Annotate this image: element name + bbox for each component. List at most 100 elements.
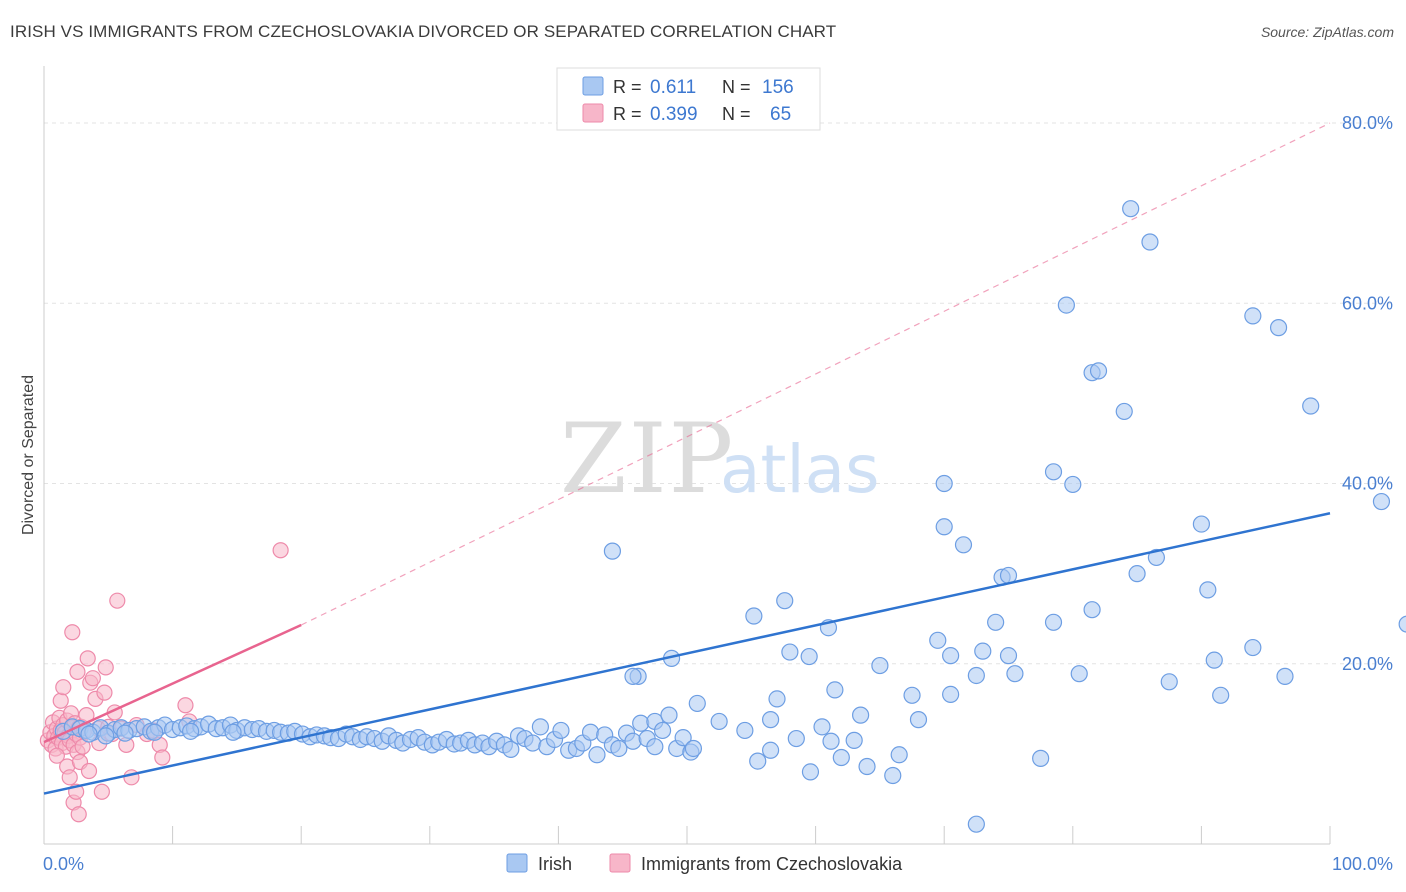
- irish-point: [581, 723, 600, 741]
- irish-point: [1269, 319, 1288, 337]
- irish-point: [97, 727, 115, 745]
- x-tick-label: 0.0%: [43, 854, 84, 874]
- czech-bottom-swatch: [609, 853, 631, 873]
- irish-point: [800, 647, 818, 666]
- trend-lines: [43, 122, 1331, 795]
- irish-point: [524, 734, 542, 752]
- czech-n-label: N =: [722, 104, 751, 124]
- czech-point: [64, 624, 81, 641]
- irish-point: [761, 741, 780, 759]
- irish-point: [182, 722, 200, 740]
- irish-legend-swatch: [582, 76, 604, 96]
- bottom-legend: Irish Immigrants from Czechoslovakia: [506, 853, 903, 874]
- czech-point: [69, 663, 86, 680]
- irish-point: [942, 647, 960, 665]
- czech-series-points: [39, 542, 289, 823]
- irish-point: [588, 746, 606, 764]
- chart-title: IRISH VS IMMIGRANTS FROM CZECHOSLOVAKIA …: [10, 22, 837, 41]
- irish-point: [1032, 749, 1050, 767]
- irish-point: [1212, 686, 1230, 704]
- irish-point: [552, 721, 570, 740]
- irish-point: [1302, 397, 1320, 415]
- irish-point: [1372, 492, 1391, 511]
- irish-r-label: R =: [613, 77, 642, 97]
- czech-point: [93, 783, 110, 800]
- czech-r-label: R =: [613, 104, 642, 124]
- irish-point: [852, 706, 870, 724]
- y-axis-label: Divorced or Separated: [20, 375, 37, 535]
- y-tick-labels: 20.0% 40.0% 60.0% 80.0%: [1342, 113, 1393, 674]
- irish-point: [688, 694, 706, 713]
- czech-trend-line: [43, 623, 302, 744]
- czech-r-value: 0.399: [650, 104, 698, 125]
- irish-point: [1122, 200, 1140, 218]
- irish-point: [974, 642, 992, 660]
- irish-point: [884, 766, 902, 785]
- y-tick-label: 80.0%: [1342, 113, 1393, 133]
- irish-point: [80, 725, 98, 743]
- irish-point: [674, 729, 692, 747]
- irish-bottom-label: Irish: [538, 854, 572, 874]
- irish-point: [999, 647, 1018, 665]
- irish-series-points: [54, 200, 1406, 833]
- irish-point: [1057, 296, 1075, 314]
- irish-point: [624, 732, 642, 750]
- axes: [43, 66, 1331, 845]
- irish-point: [710, 712, 728, 731]
- irish-point: [826, 681, 844, 699]
- irish-point: [845, 731, 863, 749]
- czech-n-value: 65: [770, 104, 791, 125]
- irish-point: [781, 643, 799, 661]
- irish-point: [660, 706, 678, 724]
- irish-point: [603, 542, 622, 560]
- irish-point: [1199, 581, 1217, 599]
- czech-point: [109, 592, 126, 609]
- irish-point: [1089, 362, 1108, 380]
- irish-point: [801, 763, 820, 781]
- czech-legend-swatch: [582, 103, 604, 123]
- irish-bottom-swatch: [506, 853, 528, 873]
- irish-point: [1044, 613, 1063, 631]
- irish-point: [987, 613, 1005, 631]
- czech-point: [154, 749, 171, 766]
- source-credit: Source: ZipAtlas.com: [1260, 24, 1394, 40]
- irish-point: [1044, 463, 1063, 481]
- irish-point: [684, 739, 703, 758]
- irish-point: [646, 738, 664, 756]
- irish-point: [1160, 673, 1178, 691]
- irish-point: [1070, 665, 1088, 683]
- czech-point: [61, 769, 78, 786]
- irish-point: [890, 746, 908, 764]
- irish-point: [935, 474, 953, 493]
- irish-point: [1244, 307, 1262, 325]
- irish-point: [145, 723, 164, 741]
- x-tick-labels: 0.0% 100.0%: [43, 854, 1393, 874]
- irish-point: [871, 656, 889, 675]
- irish-point: [1128, 565, 1146, 583]
- irish-point: [624, 667, 642, 685]
- irish-point: [858, 757, 876, 776]
- grid-lines: [44, 122, 1392, 665]
- irish-point: [967, 815, 985, 833]
- irish-point: [745, 607, 763, 625]
- irish-point: [1006, 665, 1024, 683]
- irish-point: [632, 714, 650, 732]
- czech-point: [177, 697, 194, 714]
- irish-point: [954, 536, 973, 554]
- irish-point: [502, 740, 520, 758]
- czech-point: [79, 650, 96, 667]
- y-tick-label: 60.0%: [1342, 293, 1393, 313]
- czech-point: [96, 684, 113, 701]
- irish-point: [903, 686, 921, 704]
- irish-point: [935, 518, 953, 536]
- y-tick-label: 40.0%: [1342, 474, 1393, 494]
- irish-point: [768, 690, 786, 708]
- y-tick-label: 20.0%: [1342, 654, 1393, 674]
- czech-point: [55, 679, 72, 696]
- czech-point: [272, 542, 289, 559]
- czech-point: [52, 692, 69, 709]
- irish-point: [1115, 402, 1133, 421]
- irish-trend-line: [43, 512, 1331, 795]
- irish-point: [1147, 548, 1165, 567]
- irish-point: [653, 721, 672, 740]
